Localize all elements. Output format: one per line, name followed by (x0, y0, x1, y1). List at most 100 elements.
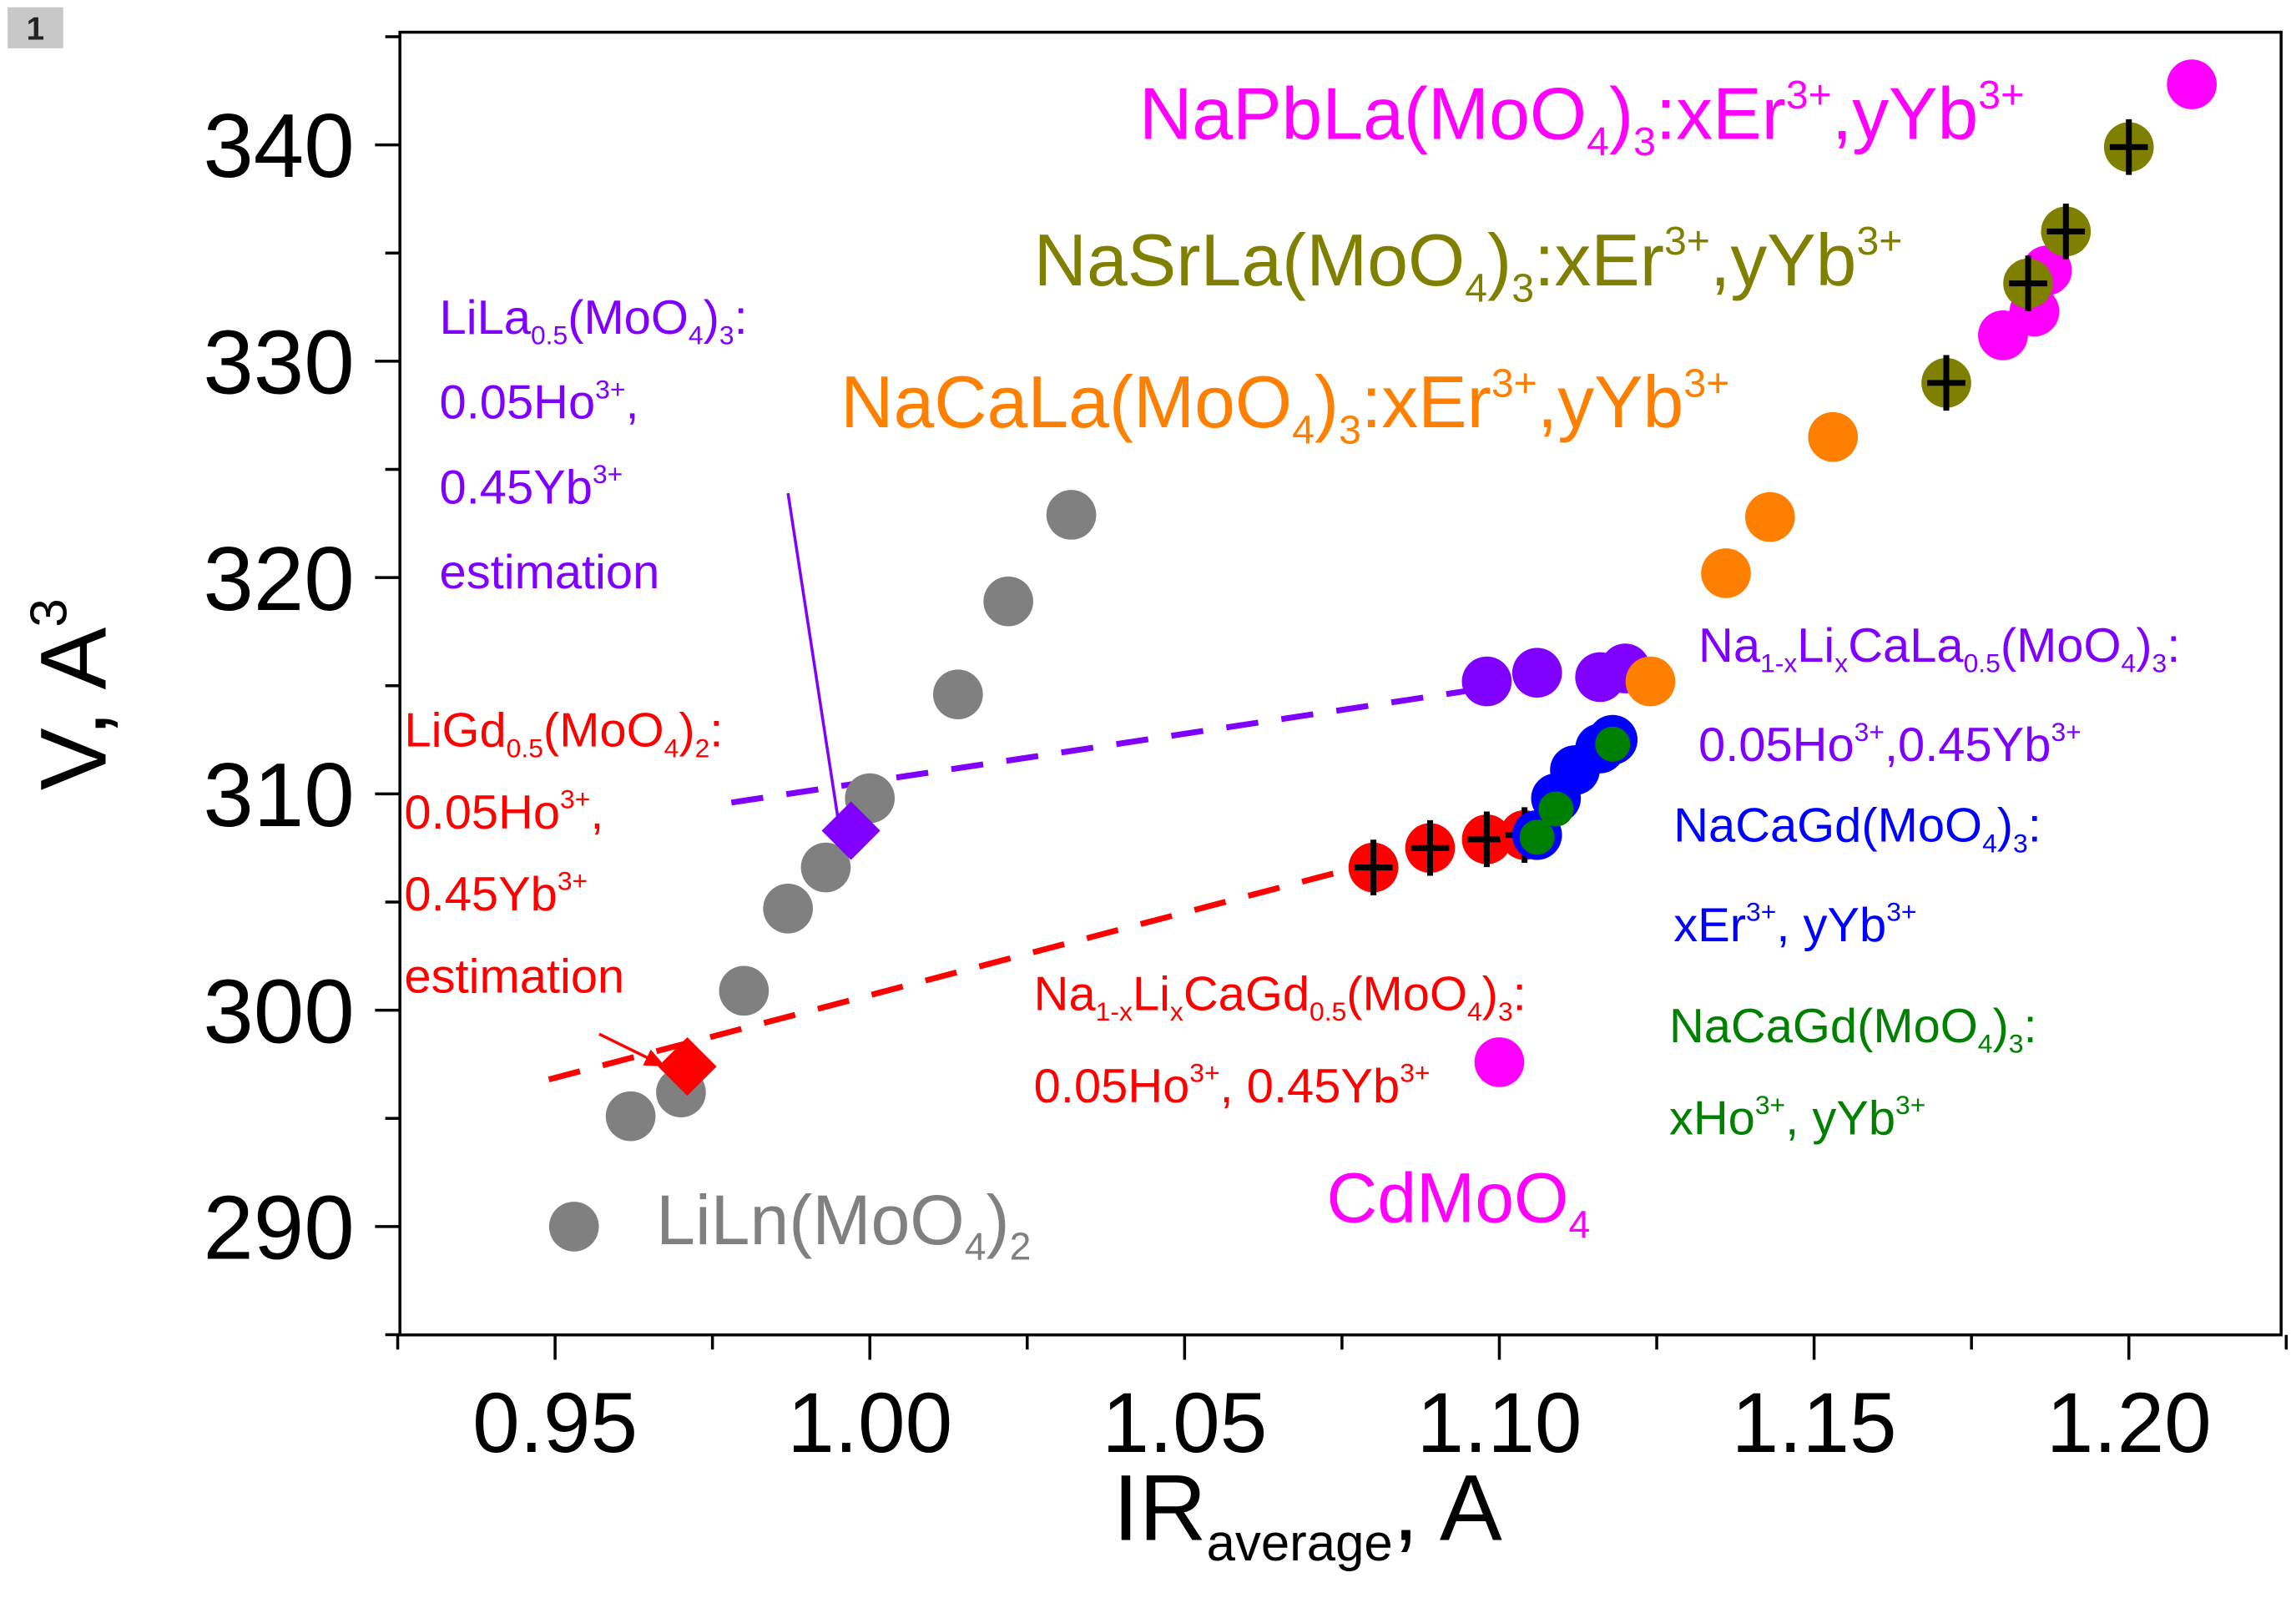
data-point (983, 576, 1033, 627)
annotation-nacagd-er-segment: 3+ (1886, 897, 1916, 927)
annotation-nasrla-segment: :xEr (1534, 219, 1664, 301)
annotation-nasrla: NaSrLa(MoO4)3:xEr3+,yYb3+ (1034, 219, 1903, 310)
annotation-nacala-segment: ,yYb (1537, 361, 1683, 443)
annotation-ligd: 0.45Yb3+ (404, 866, 588, 921)
annotation-nalicala-segment: 1-x (1760, 648, 1797, 678)
annotation-nacagd-er-segment: 4 (1982, 828, 1997, 858)
annotation-nalicala-segment: 3 (2152, 648, 2167, 678)
data-point (1538, 791, 1574, 827)
annotation-ligd-segment: 3+ (560, 784, 590, 814)
annotation-ligd-segment: ) (679, 704, 694, 758)
data-point (1046, 490, 1097, 540)
data-point (1474, 1037, 1525, 1087)
annotation-nacala-segment: 3 (1339, 407, 1361, 452)
error-bar-cross (2109, 118, 2148, 175)
annotation-lila-segment: , (625, 376, 638, 430)
legend-marker (548, 1202, 599, 1252)
annotation-nalicala-segment: 4 (2122, 648, 2137, 678)
annotation-ligd: LiGd0.5(MoO4)2: (404, 704, 723, 764)
annotation-nalicagd-segment: CaGd (1183, 967, 1309, 1021)
annotation-lila-segment: 3+ (595, 374, 625, 404)
data-point (763, 883, 813, 934)
annotation-nacagd-er-segment: : (2028, 799, 2041, 853)
data-point (1744, 491, 1795, 542)
axes: 290 300 310 320 330 340 0.95 1.00 1.05 1.10 1.15 1.… (20, 35, 2288, 1572)
annotation-nacala-segment: 3+ (1683, 360, 1729, 406)
annotation-nalicala-segment: Na (1698, 619, 1761, 673)
annotation-lila-segment: 3+ (593, 459, 623, 489)
y-tick-label: 330 (203, 312, 354, 413)
annotation-lila-segment: : (734, 291, 748, 345)
annotation-nacagd-er-segment: 3 (2013, 828, 2028, 858)
annotation-lila-segment: 0.05Ho (440, 376, 596, 430)
y-tick-label: 290 (203, 1178, 354, 1279)
error-bar-cross (2046, 204, 2086, 260)
data-point (1511, 648, 1562, 698)
annotation-nalicala-segment: Li (1797, 619, 1834, 673)
annotation-nacagd-er: NaCaGd(MoO4)3: (1673, 799, 2041, 859)
x-axis-label: IRaverage, A (1113, 1454, 1502, 1572)
annotation-ligd-segment: 3+ (558, 866, 588, 896)
x-tick-label: 1.20 (2046, 1375, 2212, 1470)
annotation-nalicala-segment: CaLa (1848, 619, 1964, 673)
annotation-nacagd-er-segment: ) (1997, 799, 2013, 853)
error-bar-cross (1410, 819, 1450, 876)
annotations: NaPbLa(MoO4)3:xEr3+,yYb3+NaSrLa(MoO4)3:x… (404, 73, 2180, 1268)
annotation-liln-segment: LiLn(MoO (656, 1181, 965, 1259)
figure-badge-label: 1 (27, 11, 44, 47)
data-point (1519, 819, 1555, 855)
annotation-lila-segment: 4 (689, 320, 704, 350)
y-axis-label-segment: 3 (20, 598, 78, 627)
x-tick-label: 1.10 (1416, 1375, 1582, 1470)
annotation-ligd-segment: 2 (695, 733, 710, 763)
y-axis-label-segment: V, A (21, 627, 126, 790)
annotation-nacagd-ho-segment: : (2024, 1000, 2037, 1053)
annotation-liln-segment: 2 (1010, 1224, 1032, 1268)
annotation-nalicagd: 0.05Ho3+, 0.45Yb3+ (1034, 1058, 1431, 1113)
annotation-ligd-segment: , (590, 786, 603, 839)
annotation-nalicagd-segment: 0.05Ho (1034, 1060, 1190, 1113)
annotation-ligd: 0.05Ho3+, (404, 784, 603, 839)
annotation-lila-segment: LiLa (440, 291, 532, 345)
annotation-nalicala-segment: 0.05Ho (1698, 718, 1854, 772)
annotation-ligd-segment: 0.05Ho (404, 786, 560, 839)
annotation-lila: LiLa0.5(MoO4)3: (440, 291, 748, 350)
annotation-nalicala-segment: 3+ (2051, 717, 2081, 747)
annotation-lila-segment: estimation (440, 546, 660, 599)
annotation-ligd-segment: (MoO (543, 704, 664, 758)
annotation-nacagd-er-segment: , yYb (1776, 899, 1886, 952)
annotation-nalicagd: Na1-xLixCaGd0.5(MoO4)3: (1034, 967, 1526, 1026)
annotation-nacala-segment: 4 (1292, 407, 1315, 452)
annotation-nacala-segment: :xEr (1361, 361, 1491, 443)
annotation-nacagd-ho-segment: ) (1993, 1000, 2009, 1053)
annotation-nalicala: Na1-xLixCaLa0.5(MoO4)3: (1698, 619, 2180, 678)
annotation-cdmoo4-segment: CdMoO (1326, 1159, 1568, 1237)
annotation-ligd-segment: 4 (664, 733, 679, 763)
annotation-ligd-segment: 0.45Yb (404, 868, 557, 921)
annotation-nacala-segment: ) (1315, 361, 1339, 443)
annotation-nacagd-ho-segment: , yYb (1785, 1091, 1895, 1145)
annotation-nalicagd-segment: 3+ (1400, 1058, 1430, 1088)
annotation-liln-segment: ) (987, 1181, 1010, 1259)
annotation-nalicagd-segment: 3 (1498, 996, 1513, 1026)
annotation-nasrla-segment: 3 (1511, 265, 1534, 310)
annotation-nasrla-segment: ) (1487, 219, 1511, 301)
x-axis-label-segment: average (1207, 1515, 1393, 1572)
annotation-nacagd-ho: xHo3+, yYb3+ (1669, 1090, 1925, 1145)
data-point-diamond (821, 801, 881, 860)
annotation-ligd-segment: LiGd (404, 704, 506, 758)
annotation-napbla-segment: ,yYb (1832, 73, 1978, 155)
annotation-lila-segment: 0.45Yb (440, 461, 593, 514)
data-point (1461, 656, 1512, 707)
annotation-nacagd-er-segment: NaCaGd(MoO (1673, 799, 1982, 853)
annotation-ligd-segment: 0.5 (507, 733, 543, 763)
annotation-lila-segment: 3 (719, 320, 734, 350)
error-bar-cross (1927, 355, 1965, 411)
annotation-nalicagd-segment: : (1513, 967, 1526, 1021)
y-axis-label: V, A3 (20, 598, 125, 790)
annotation-nacala: NaCaLa(MoO4)3:xEr3+,yYb3+ (840, 360, 1729, 452)
annotation-nalicagd-segment: Li (1133, 967, 1170, 1021)
annotation-nacagd-er: xEr3+, yYb3+ (1673, 897, 1916, 952)
figure-badge: 1 (8, 7, 63, 48)
x-axis-label-segment: IR (1113, 1454, 1206, 1560)
